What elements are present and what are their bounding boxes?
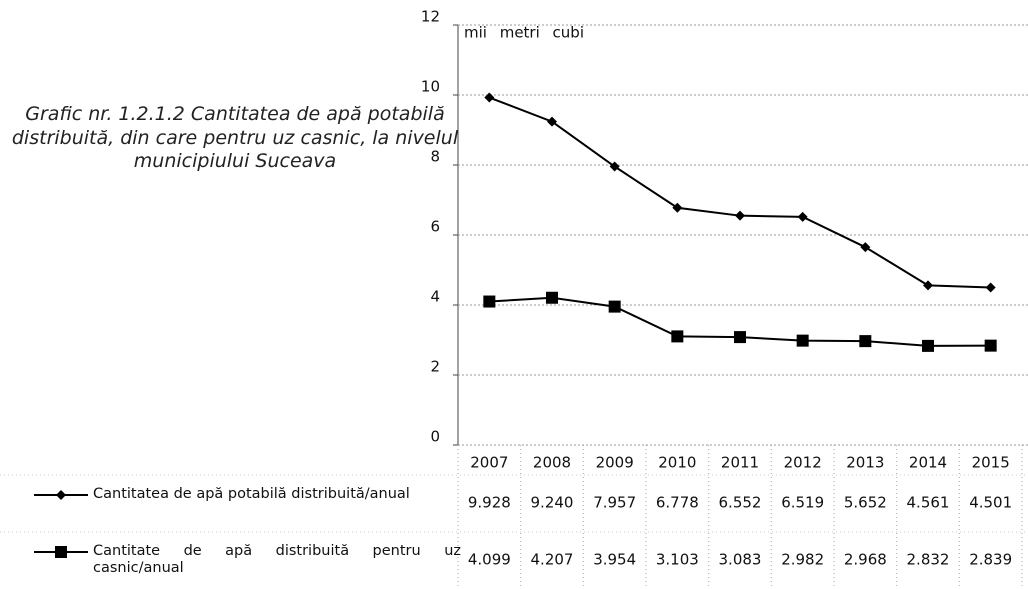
legend-label: Cantitate de apă distribuită pentru uz c… xyxy=(93,543,461,576)
marker xyxy=(484,92,495,103)
legend-marker xyxy=(55,546,67,558)
value-label: 9.240 xyxy=(531,494,574,512)
value-label: 2.982 xyxy=(781,551,824,569)
marker xyxy=(985,282,996,293)
value-label: 2.968 xyxy=(844,551,887,569)
value-label: 4.561 xyxy=(907,494,950,512)
x-tick-label: 2010 xyxy=(658,454,696,472)
value-label: 6.552 xyxy=(719,494,762,512)
marker xyxy=(547,116,557,127)
value-label: 9.928 xyxy=(468,494,511,512)
value-label: 6.519 xyxy=(781,494,824,512)
x-tick-label: 2014 xyxy=(909,454,947,472)
marker xyxy=(923,280,933,291)
marker xyxy=(671,330,684,343)
y-tick-label: 8 xyxy=(430,148,440,166)
marker xyxy=(546,291,558,304)
marker xyxy=(797,211,808,222)
value-label: 4.501 xyxy=(969,494,1012,512)
legend-marker xyxy=(56,490,66,500)
marker xyxy=(922,339,934,352)
x-tick-label: 2013 xyxy=(846,454,884,472)
marker xyxy=(609,161,620,172)
chart-title: Grafic nr. 1.2.1.2 Cantitatea de apă pot… xyxy=(11,103,459,172)
marker xyxy=(608,300,621,313)
value-label: 3.954 xyxy=(593,551,636,569)
y-tick-label: 12 xyxy=(421,8,440,26)
value-label: 2.832 xyxy=(907,551,950,569)
value-label: 6.778 xyxy=(656,494,699,512)
value-label: 5.652 xyxy=(844,494,887,512)
unit-label: mii metri cubi xyxy=(464,24,584,42)
marker xyxy=(735,210,745,221)
value-label: 4.207 xyxy=(531,551,574,569)
value-label: 3.083 xyxy=(719,551,762,569)
value-label: 4.099 xyxy=(468,551,511,569)
x-tick-label: 2015 xyxy=(972,454,1010,472)
x-tick-label: 2011 xyxy=(721,454,759,472)
marker xyxy=(483,295,496,308)
value-label: 2.839 xyxy=(969,551,1012,569)
marker xyxy=(796,334,809,347)
y-tick-label: 6 xyxy=(430,218,440,236)
marker xyxy=(859,335,872,348)
marker xyxy=(672,202,683,213)
marker xyxy=(734,331,746,344)
marker xyxy=(860,242,871,253)
series-line xyxy=(488,96,991,289)
x-tick-label: 2009 xyxy=(596,454,634,472)
x-tick-label: 2012 xyxy=(784,454,822,472)
marker xyxy=(984,339,997,352)
value-label: 3.103 xyxy=(656,551,699,569)
y-tick-label: 0 xyxy=(430,428,440,446)
x-tick-label: 2008 xyxy=(533,454,571,472)
y-tick-label: 4 xyxy=(430,288,440,306)
legend-label: Cantitatea de apă potabilă distribuită/a… xyxy=(93,486,410,502)
y-tick-label: 2 xyxy=(430,358,440,376)
y-tick-label: 10 xyxy=(421,78,440,96)
x-tick-label: 2007 xyxy=(470,454,508,472)
value-label: 7.957 xyxy=(593,494,636,512)
